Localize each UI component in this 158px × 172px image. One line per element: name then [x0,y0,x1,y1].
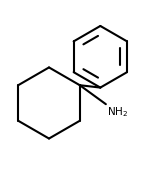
Text: NH$_2$: NH$_2$ [107,105,128,119]
